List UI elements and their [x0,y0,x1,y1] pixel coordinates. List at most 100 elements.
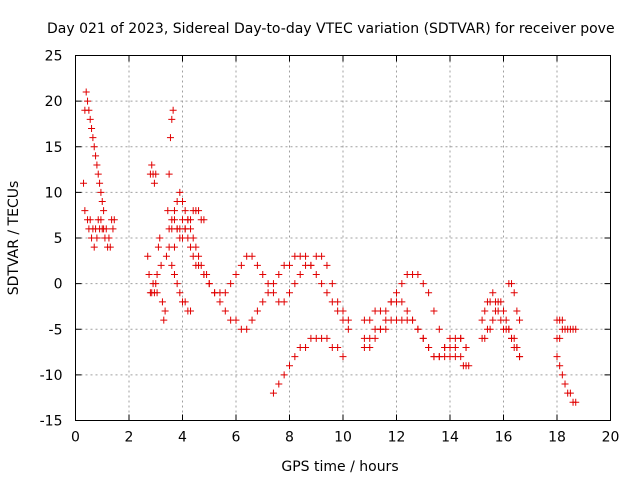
data-point [195,261,203,269]
data-point [170,207,178,215]
data-point [398,298,406,306]
data-point [181,225,189,233]
data-point [513,344,521,351]
data-point [248,252,256,260]
data-point [451,344,459,351]
data-point [558,371,566,379]
data-point [425,289,433,297]
data-point [168,115,176,123]
data-point [101,234,109,242]
data-point [158,298,166,306]
data-point [253,307,261,315]
y-tick-label: -15 [40,414,63,430]
grid-lines [75,55,611,421]
y-tick-label: 25 [45,49,63,65]
data-point [259,298,267,306]
data-point [100,207,108,215]
data-point [81,207,89,215]
data-point [109,225,117,233]
data-point [291,280,299,288]
data-point [181,298,189,306]
data-point [179,198,186,205]
data-point [318,280,326,288]
data-point [339,353,347,361]
data-point [98,198,106,205]
data-point [161,307,169,315]
data-point [307,261,315,269]
data-point [387,298,395,306]
data-point [465,362,473,370]
data-point [165,170,173,178]
data-point [94,170,102,178]
data-point [339,307,347,315]
y-tick-label: 15 [45,140,63,156]
data-point [561,380,569,388]
x-tick-label: 20 [602,430,620,446]
data-point [478,316,486,324]
data-point [216,298,224,306]
data-point [187,243,195,251]
data-point [170,216,178,224]
data-point [232,271,240,278]
y-tick-label: 10 [45,185,63,201]
data-point [176,289,184,297]
y-tick-label: -10 [40,368,63,384]
data-point [302,344,310,351]
data-point [110,216,118,224]
data-point [366,316,374,324]
data-point [162,252,170,260]
data-point [164,207,172,215]
data-point [150,179,158,187]
data-point [572,325,580,333]
data-point [382,307,390,315]
y-axis-label: SDTVAR / TECUs [6,181,22,296]
chart-title: Day 021 of 2023, Sidereal Day-to-day VTE… [47,21,615,37]
data-point [481,334,489,342]
data-point [184,234,192,242]
data-point [170,271,178,278]
data-point [403,307,411,315]
y-tick-label: 5 [54,231,63,247]
data-point [435,325,443,333]
data-point [243,325,251,333]
data-point [152,170,160,178]
data-point [323,334,331,342]
data-point [80,179,88,187]
data-point [227,280,235,288]
data-point [441,344,449,351]
data-point [457,334,465,342]
data-point [435,353,443,361]
data-point [157,261,165,269]
data-point [366,344,374,351]
x-tick-label: 2 [125,430,134,446]
data-point [97,216,105,224]
data-point [291,353,299,361]
data-point [334,298,342,306]
data-point [280,371,288,379]
data-point [486,325,494,333]
data-point [264,280,272,288]
data-point [189,252,197,260]
data-point [232,316,240,324]
x-axis-label: GPS time / hours [281,459,398,475]
x-tick-label: 12 [388,430,406,446]
data-point [516,316,524,324]
data-point [323,261,331,269]
data-point [176,188,184,196]
data-point [508,280,516,288]
data-point [382,316,390,324]
data-point [169,106,177,114]
data-point [275,380,283,388]
x-tick-labels: 0 2 4 6 8 10 12 14 16 18 20 [71,430,619,446]
data-point [84,97,92,105]
x-tick-label: 10 [334,430,352,446]
data-point [86,115,94,123]
data-point [93,234,101,242]
data-point [371,334,379,342]
data-point [88,125,96,132]
data-point [153,271,161,278]
data-point [556,362,564,370]
data-point [97,188,105,196]
data-point [312,271,320,278]
